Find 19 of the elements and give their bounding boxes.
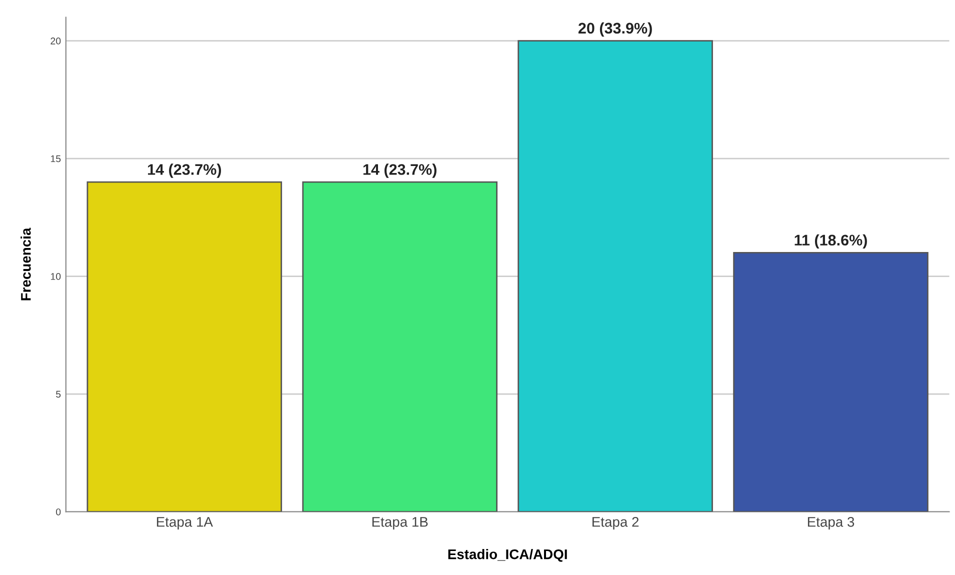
bar [518, 40, 713, 512]
data-label: 14 (23.7%) [363, 164, 436, 178]
x-tick-label: Etapa 3 [808, 516, 854, 530]
x-tick-label: Etapa 1A [156, 517, 213, 530]
x-tick-label: Etapa 2 [592, 516, 639, 530]
bar [86, 181, 282, 512]
x-tick-label: Etapa 1B [372, 517, 428, 530]
y-tick-label: 15 [50, 155, 61, 162]
bar [302, 181, 498, 512]
data-label: 20 (33.9%) [578, 22, 652, 37]
data-label: 14 (23.7%) [148, 164, 222, 178]
y-tick-label: 5 [56, 390, 61, 398]
y-tick-label: 10 [50, 273, 61, 280]
bar [733, 252, 928, 512]
data-label: 11 (18.6%) [794, 234, 867, 249]
x-axis-title: Estadio_ICA/ADQI [448, 549, 567, 562]
y-tick-label: 20 [50, 38, 61, 44]
y-axis-title: Frecuencia [20, 228, 31, 300]
y-tick-label: 0 [56, 508, 61, 516]
